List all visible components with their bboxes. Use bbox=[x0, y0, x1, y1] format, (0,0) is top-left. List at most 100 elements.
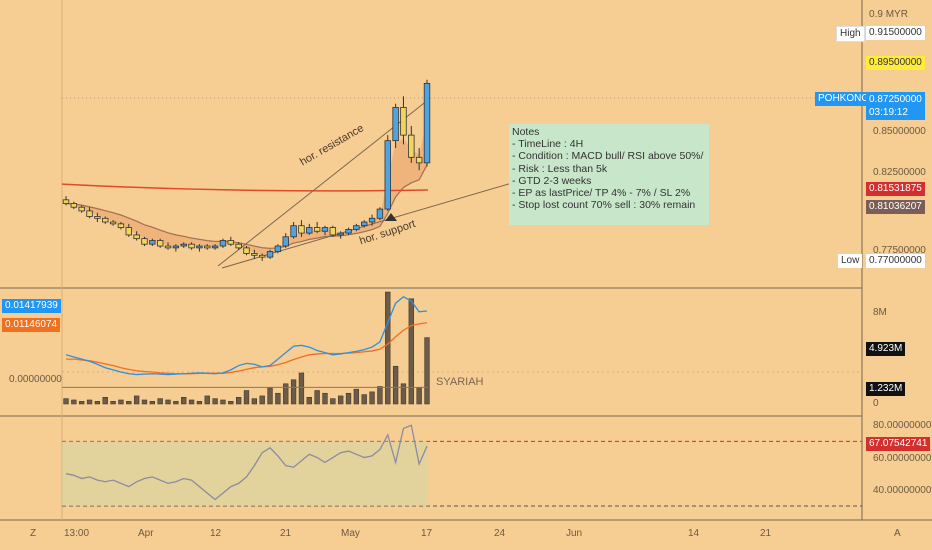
candle bbox=[368, 217, 376, 223]
time-tick: 24 bbox=[494, 528, 506, 539]
candle bbox=[117, 223, 125, 228]
volume-ma-tag: 1.232M bbox=[866, 382, 906, 396]
candle bbox=[125, 227, 132, 236]
volume-bar bbox=[408, 298, 414, 405]
volume-bar bbox=[400, 383, 407, 405]
high-label: High bbox=[836, 26, 865, 42]
rsi-line bbox=[65, 424, 428, 501]
volume-bar bbox=[102, 397, 108, 405]
time-tick: Jun bbox=[566, 528, 583, 539]
support-arrow-icon bbox=[385, 213, 397, 221]
volume-bar bbox=[110, 401, 116, 405]
volume-bar bbox=[149, 401, 155, 405]
volume-bar bbox=[424, 337, 430, 405]
candle bbox=[400, 107, 407, 136]
candle bbox=[290, 225, 297, 238]
rsi-band bbox=[62, 441, 428, 506]
volume-bar bbox=[181, 397, 187, 405]
time-tick: 21 bbox=[280, 528, 292, 539]
ema-line-slow bbox=[65, 164, 428, 249]
time-tick: 14 bbox=[688, 528, 700, 539]
notes-line: - EP as lastPrice/ TP 4% - 7% / SL 2% bbox=[512, 187, 691, 200]
time-tick: 21 bbox=[760, 528, 772, 539]
candle bbox=[384, 140, 391, 210]
candle bbox=[204, 245, 211, 249]
volume-bar bbox=[220, 399, 226, 405]
volume-bar bbox=[275, 392, 281, 405]
candle bbox=[102, 217, 109, 223]
candle bbox=[306, 227, 313, 234]
last-price-tag: 0.87250000 03:19:12 bbox=[866, 92, 925, 120]
notes-line: - Condition : MACD bull/ RSI above 50%/ bbox=[512, 150, 704, 163]
macd-value-tag: 0.01417939 bbox=[2, 299, 61, 313]
volume-bar bbox=[173, 401, 179, 405]
volume-bar bbox=[71, 399, 77, 405]
macd-zero-label: 0.00000000 bbox=[9, 374, 62, 385]
volume-bar bbox=[228, 401, 234, 405]
candle bbox=[266, 251, 274, 258]
brown-price-tag: 0.81036207 bbox=[866, 200, 925, 214]
candle bbox=[141, 238, 148, 245]
time-tick: Apr bbox=[138, 528, 154, 539]
candle bbox=[235, 243, 242, 249]
volume-bar bbox=[165, 399, 171, 405]
candle bbox=[243, 247, 250, 254]
volume-bar bbox=[236, 397, 242, 405]
volume-bar bbox=[385, 291, 391, 405]
notes-line: - Stop lost count 70% sell : 30% remain bbox=[512, 199, 696, 212]
yellow-price-tag: 0.89500000 bbox=[866, 56, 925, 70]
candle bbox=[156, 240, 164, 247]
candle bbox=[423, 82, 431, 164]
zoom-button[interactable]: Z bbox=[30, 528, 37, 539]
volume-bar bbox=[196, 401, 203, 405]
candle bbox=[313, 227, 321, 232]
candle bbox=[196, 245, 203, 249]
volume-bar bbox=[314, 390, 320, 405]
volume-bar bbox=[133, 395, 140, 405]
macd-line bbox=[65, 295, 428, 376]
price-tick-0775: 0.77500000 bbox=[873, 245, 926, 256]
volume-bar bbox=[251, 398, 257, 405]
high-value: 0.91500000 bbox=[866, 26, 925, 40]
volume-bar bbox=[330, 398, 336, 405]
candle bbox=[329, 227, 337, 236]
candle bbox=[274, 245, 282, 252]
price-tick-0825: 0.82500000 bbox=[873, 167, 926, 178]
trade-notes[interactable]: Notes - TimeLine : 4H - Condition : MACD… bbox=[509, 124, 709, 225]
candle bbox=[353, 225, 360, 230]
symbol-tag: POHKONG bbox=[815, 92, 873, 106]
candle bbox=[164, 245, 172, 249]
volume-bar bbox=[377, 386, 383, 405]
rsi-tick-80: 80.00000000 bbox=[873, 420, 932, 431]
signal-value-tag: 0.01146074 bbox=[2, 318, 61, 332]
volume-bar bbox=[290, 379, 297, 405]
notes-line: - GTD 2-3 weeks bbox=[512, 174, 592, 187]
syariah-label: SYARIAH bbox=[436, 376, 484, 388]
volume-bar bbox=[94, 401, 101, 405]
price-tick-top: 0.9 MYR bbox=[869, 9, 908, 20]
time-tick: 17 bbox=[421, 528, 433, 539]
candle bbox=[133, 234, 140, 240]
rsi-tick-60: 60.00000000 bbox=[873, 453, 932, 464]
candle bbox=[211, 245, 219, 249]
candle bbox=[282, 236, 289, 247]
low-value: 0.77000000 bbox=[866, 254, 925, 268]
rsi-tick-40: 40.00000000 bbox=[873, 485, 932, 496]
candle bbox=[94, 216, 101, 219]
auto-scale-button[interactable]: A bbox=[894, 528, 901, 539]
volume-bar bbox=[141, 399, 148, 405]
volume-bar bbox=[79, 401, 85, 405]
candle bbox=[62, 199, 70, 204]
candle bbox=[361, 221, 368, 227]
volume-bar bbox=[345, 392, 352, 405]
candle bbox=[219, 240, 227, 247]
volume-bar bbox=[283, 383, 289, 405]
ema-line-red bbox=[61, 183, 429, 192]
volume-bar bbox=[188, 399, 195, 405]
volume-bar bbox=[118, 399, 124, 405]
time-tick: 13:00 bbox=[64, 528, 90, 539]
volume-bar bbox=[338, 395, 344, 405]
notes-title: Notes bbox=[512, 126, 540, 138]
